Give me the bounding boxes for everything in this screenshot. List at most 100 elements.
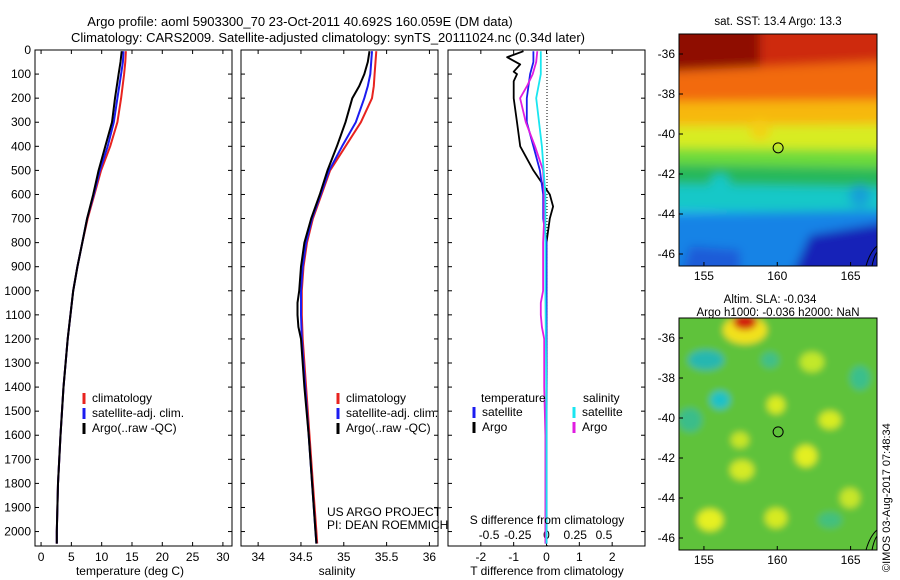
legend-label-argo: Argo(..raw -QC) <box>92 421 177 435</box>
x-tick-label: -2 <box>475 550 486 564</box>
map-x-tick-label: 160 <box>767 553 787 567</box>
map-x-tick-label: 155 <box>694 269 714 283</box>
depth-tick-label: 100 <box>11 67 31 81</box>
depth-tick-label: 600 <box>11 187 31 201</box>
project-annotation: US ARGO PROJECT <box>327 505 442 519</box>
s-tick-label: -0.25 <box>504 528 532 542</box>
argo-float-marker-sla <box>772 426 784 438</box>
legend-heading-temperature: temperature <box>481 391 546 405</box>
argo-float-marker <box>772 142 784 154</box>
s-tick-label: 0.5 <box>596 528 613 542</box>
map-y-tick-label: -36 <box>658 331 676 345</box>
sst-map-axes: 155 160 165 -36 -38 -40 -42 -44 -46 <box>658 47 861 283</box>
map-y-tick-label: -38 <box>658 371 676 385</box>
x-tick-label: 1 <box>576 550 583 564</box>
depth-tick-label: 800 <box>11 236 31 250</box>
sla-coastline <box>865 529 878 551</box>
title-line-1: Argo profile: aoml 5903300_70 23-Oct-201… <box>87 14 512 29</box>
depth-tick-label: 1500 <box>4 404 31 418</box>
map-y-tick-label: -44 <box>658 491 676 505</box>
depth-tick-label: 300 <box>11 115 31 129</box>
depth-tick-label: 1900 <box>4 500 31 514</box>
map-x-tick-label: 165 <box>841 269 861 283</box>
legend-label-sal-argo: Argo <box>582 420 608 434</box>
sst-map-frame <box>678 33 878 267</box>
map-x-tick-label: 155 <box>694 553 714 567</box>
s-difference-label: S difference from climatology <box>470 513 625 527</box>
x-tick-label: 2 <box>609 550 616 564</box>
title-line-2: Climatology: CARS2009. Satellite-adjuste… <box>71 30 585 45</box>
map-x-tick-label: 160 <box>767 269 787 283</box>
sla-map-axes: 155 160 165 -36 -38 -40 -42 -44 -46 <box>658 331 861 567</box>
legend-label-climatology: climatology <box>92 391 152 405</box>
depth-tick-label: 1200 <box>4 332 31 346</box>
map-y-tick-label: -36 <box>658 47 676 61</box>
salinity-series <box>296 51 378 544</box>
depth-tick-label: 1700 <box>4 452 31 466</box>
depth-tick-label: 900 <box>11 260 31 274</box>
salinity-line-argo <box>296 51 371 544</box>
depth-tick-label: 700 <box>11 212 31 226</box>
salinity-depth-ticks <box>241 49 438 533</box>
map-x-tick-label: 165 <box>841 553 861 567</box>
map-y-tick-label: -44 <box>658 207 676 221</box>
depth-axis: 0 100 200 300 400 500 600 700 800 900 1000 1100 1200… <box>4 43 232 539</box>
depth-tick-label: 1100 <box>5 308 31 322</box>
pi-annotation: PI: DEAN ROEMMICH <box>327 518 448 532</box>
depth-tick-label: 1400 <box>4 380 31 394</box>
temperature-panel: 0100200300400500600700800900100011001200… <box>4 43 233 578</box>
salinity-x-axis: 34 34.5 35 35.5 36 <box>251 50 436 564</box>
difference-legend: temperature salinity satelliteArgosatell… <box>472 391 623 434</box>
x-tick-label: 0 <box>38 550 45 564</box>
diff-line-salinity-satellite <box>535 51 548 544</box>
map-y-tick-label: -46 <box>658 247 676 261</box>
legend-heading-salinity: salinity <box>583 391 620 405</box>
depth-tick-label: 2000 <box>4 525 31 539</box>
diff-line-temperature-satellite <box>525 51 548 544</box>
legend-label-argo: Argo(..raw -QC) <box>346 421 431 435</box>
sst-coastline <box>865 245 878 267</box>
salinity-xlabel: salinity <box>319 564 356 578</box>
difference-depth-ticks <box>448 49 645 533</box>
depth-tick-label: 0 <box>24 43 31 57</box>
map-y-tick-label: -40 <box>658 411 676 425</box>
x-tick-label: 36 <box>423 550 437 564</box>
x-tick-label: 34 <box>251 550 265 564</box>
x-tick-label: 25 <box>186 550 200 564</box>
x-tick-label: -1 <box>508 550 519 564</box>
diff-line-salinity-argo <box>519 51 547 544</box>
difference-x-axis: -2 -1 0 1 2-0.5 -0.25 0 0.25 0.5 <box>475 50 616 564</box>
sst-map-title: sat. SST: 13.4 Argo: 13.3 <box>714 16 841 28</box>
s-tick-label: 0.25 <box>564 528 588 542</box>
map-y-tick-label: -42 <box>658 167 676 181</box>
map-y-tick-label: -46 <box>658 531 676 545</box>
depth-tick-label: 500 <box>11 163 31 177</box>
legend-label-temp-satellite: satellite <box>482 405 523 419</box>
x-tick-label: 35.5 <box>375 550 399 564</box>
x-tick-label: 5 <box>68 550 75 564</box>
salinity-plot-frame <box>240 49 439 547</box>
map-y-tick-label: -40 <box>658 127 676 141</box>
x-tick-label: 10 <box>95 550 109 564</box>
sla-map-subtitle: Argo h1000: -0.036 h2000: NaN <box>696 307 859 319</box>
depth-tick-label: 400 <box>11 139 31 153</box>
s-tick-label: -0.5 <box>479 528 500 542</box>
x-tick-label: 30 <box>216 550 230 564</box>
depth-tick-label: 1600 <box>4 428 31 442</box>
difference-panel: -2 -1 0 1 2-0.5 -0.25 0 0.25 0.5 temperature sal… <box>447 49 646 578</box>
temperature-series <box>55 51 127 544</box>
salinity-panel: 34 34.5 35 35.5 36 climatologysatellite-adj.… <box>240 49 448 578</box>
sla-map-frame <box>678 317 878 551</box>
legend-label-climatology: climatology <box>346 391 406 405</box>
x-tick-label: 35 <box>337 550 351 564</box>
map-y-tick-label: -42 <box>658 451 676 465</box>
x-tick-label: 34.5 <box>289 550 313 564</box>
legend-label-temp-argo: Argo <box>482 420 508 434</box>
imos-credit: ©IMOS 03-Aug-2017 07:48:34 <box>881 423 893 572</box>
temperature-plot-frame <box>34 49 233 547</box>
legend-label-satellite: satellite-adj. clim. <box>346 406 438 420</box>
temperature-xlabel: temperature (deg C) <box>76 564 184 578</box>
depth-tick-label: 1800 <box>4 476 31 490</box>
